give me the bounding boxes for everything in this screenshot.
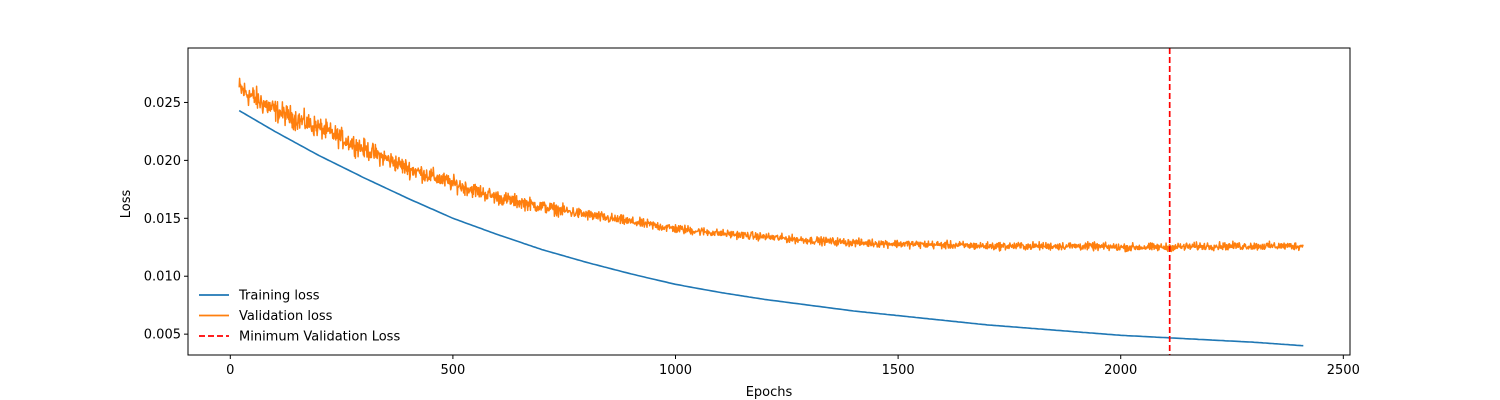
x-tick-label: 2000 (1104, 363, 1137, 378)
x-tick-label: 0 (226, 363, 234, 378)
training-loss-line (238, 109, 1304, 347)
legend-label: Training loss (238, 289, 320, 304)
y-axis-title: Loss (119, 190, 134, 219)
legend-label: Validation loss (239, 309, 333, 324)
plot-area (238, 48, 1304, 355)
legend-item-training-loss: Training loss (199, 289, 320, 304)
x-axis-title: Epochs (746, 385, 793, 400)
legend: Training loss Validation loss Minimum Vali… (199, 289, 400, 345)
x-axis: 0 500 1000 1500 2000 2500 (226, 355, 1360, 378)
x-tick-label: 2500 (1327, 363, 1360, 378)
x-tick-label: 1000 (659, 363, 692, 378)
y-axis: 0.005 0.010 0.015 0.020 0.025 (144, 96, 188, 343)
legend-label: Minimum Validation Loss (239, 330, 400, 345)
y-tick-label: 0.010 (144, 270, 181, 285)
y-tick-label: 0.025 (144, 96, 181, 111)
y-tick-label: 0.015 (144, 212, 181, 227)
legend-item-minimum-validation-loss: Minimum Validation Loss (199, 330, 400, 345)
axes-frame (187, 47, 1351, 356)
validation-loss-line (238, 77, 1304, 253)
x-tick-label: 500 (440, 363, 465, 378)
legend-item-validation-loss: Validation loss (199, 309, 333, 324)
y-tick-label: 0.020 (144, 154, 181, 169)
y-tick-label: 0.005 (144, 328, 181, 343)
x-tick-label: 1500 (882, 363, 915, 378)
